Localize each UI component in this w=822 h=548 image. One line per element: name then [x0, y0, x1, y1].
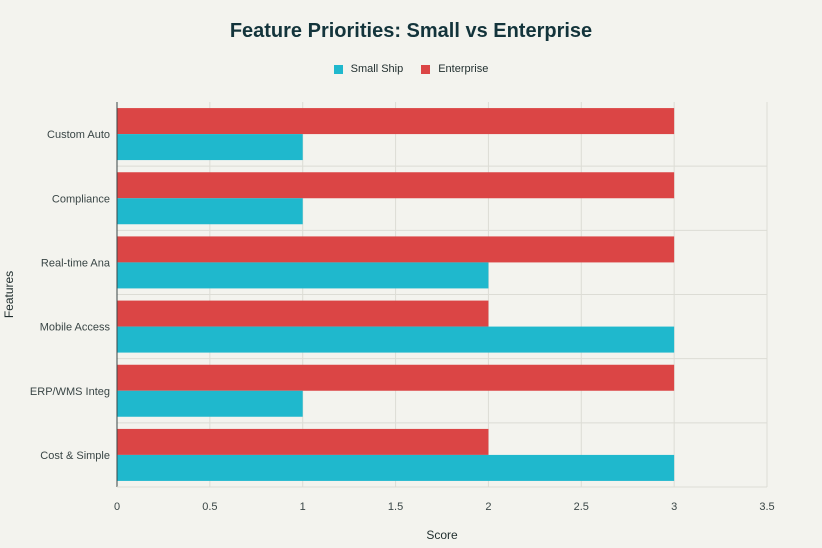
legend-label-enterprise: Enterprise — [438, 63, 489, 75]
legend-swatch-small-ship — [333, 64, 343, 74]
x-tick-label: 2.5 — [574, 501, 589, 513]
x-tick-label: 0 — [114, 501, 120, 513]
y-tick-label: Real-time Ana — [41, 257, 111, 269]
legend: Small Ship Enterprise — [0, 63, 822, 75]
x-tick-label: 1.5 — [388, 501, 403, 513]
x-tick-label: 1 — [300, 501, 306, 513]
x-tick-label: 3.5 — [759, 501, 774, 513]
legend-item-small-ship[interactable]: Small Ship — [333, 63, 404, 75]
bar-enterprise — [117, 428, 489, 455]
bar-enterprise — [117, 300, 489, 327]
bar-small-ship — [117, 390, 303, 417]
y-tick-label: Cost & Simple — [40, 450, 110, 462]
bar-enterprise — [117, 108, 675, 135]
y-tick-label: ERP/WMS Integ — [30, 386, 110, 398]
y-tick-label: Compliance — [52, 193, 110, 205]
bar-enterprise — [117, 364, 675, 391]
bar-small-ship — [117, 454, 675, 481]
legend-swatch-enterprise — [421, 64, 431, 74]
bar-small-ship — [117, 262, 489, 289]
y-tick-label: Custom Auto — [47, 129, 110, 141]
x-tick-label: 0.5 — [202, 501, 217, 513]
legend-item-enterprise[interactable]: Enterprise — [421, 63, 488, 75]
y-tick-label: Mobile Access — [40, 322, 111, 334]
bar-small-ship — [117, 134, 303, 161]
x-axis-title: Score — [426, 528, 458, 542]
x-tick-label: 2 — [485, 501, 491, 513]
chart-title: Feature Priorities: Small vs Enterprise — [229, 20, 593, 42]
x-tick-label: 3 — [671, 501, 677, 513]
bar-small-ship — [117, 326, 675, 353]
bar-enterprise — [117, 236, 675, 263]
bar-small-ship — [117, 198, 303, 225]
y-axis-title: Features — [2, 271, 16, 318]
bar-enterprise — [117, 172, 675, 199]
legend-label-small-ship: Small Ship — [350, 63, 404, 75]
